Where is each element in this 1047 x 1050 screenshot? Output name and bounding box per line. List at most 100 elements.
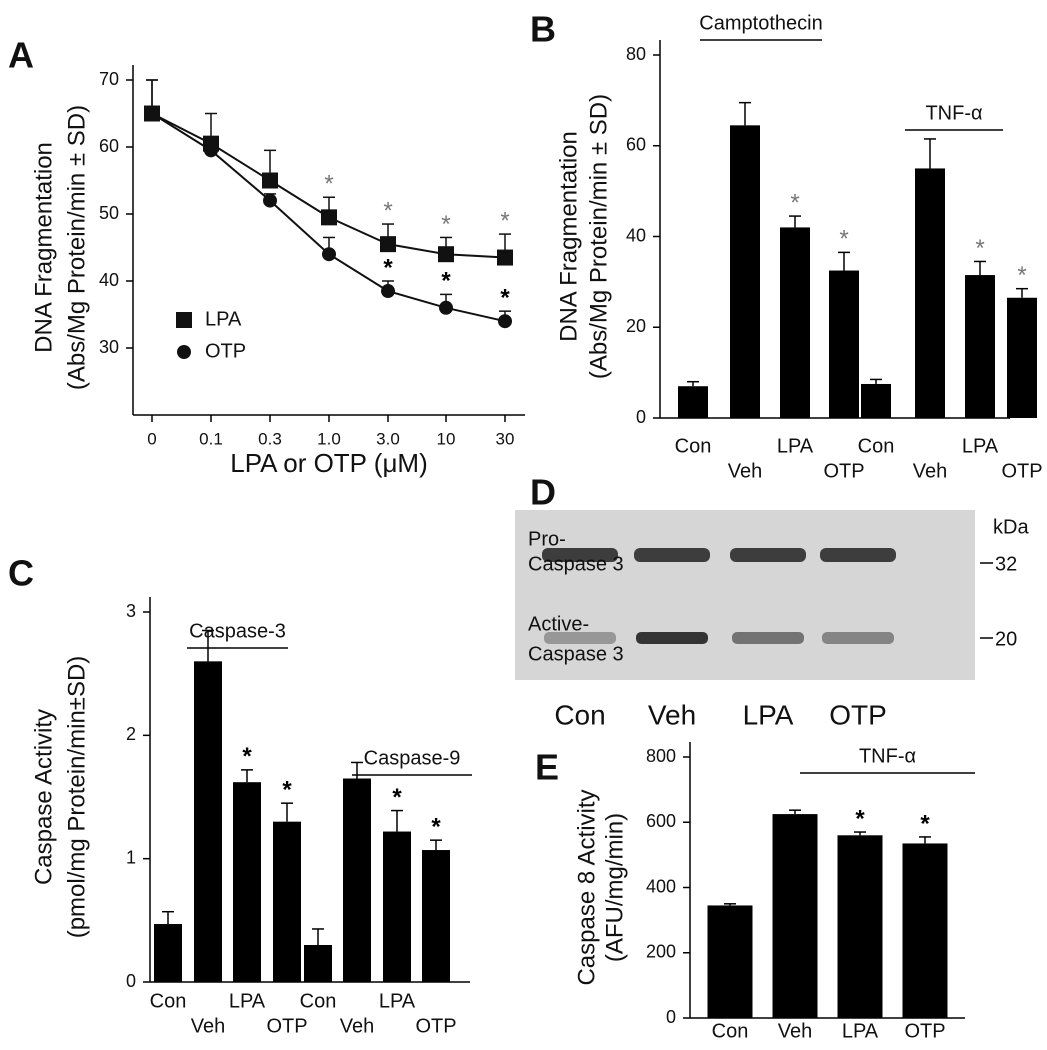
x-tick-label: Veh xyxy=(728,460,762,482)
y-tick-label: 30 xyxy=(99,337,119,357)
y-tick-label: 40 xyxy=(626,225,646,245)
group-label: Caspase-9 xyxy=(364,747,461,769)
data-point xyxy=(497,249,513,266)
band-label: Active- xyxy=(528,613,589,635)
band xyxy=(730,548,806,562)
x-tick-label: 0 xyxy=(147,429,156,448)
significance: * xyxy=(920,810,930,837)
significance: * xyxy=(324,171,333,198)
lane-label: Con xyxy=(554,699,605,730)
y-axis-label: DNA Fragmentation xyxy=(555,131,582,342)
bar xyxy=(233,782,261,982)
x-tick-label: 30 xyxy=(496,429,515,448)
y-tick-label: 60 xyxy=(626,135,646,155)
data-point xyxy=(380,236,396,253)
band xyxy=(820,548,896,562)
significance: * xyxy=(392,784,402,811)
bar xyxy=(707,905,753,1018)
blot-image xyxy=(515,510,975,680)
panel-letter: B xyxy=(530,9,556,50)
x-tick-label: OTP xyxy=(904,1020,945,1042)
y-axis-label: (AFU/mg/min) xyxy=(601,813,628,962)
bar xyxy=(678,386,708,418)
band-label: Caspase 3 xyxy=(528,553,624,575)
bar xyxy=(154,924,182,982)
y-tick-label: 2 xyxy=(126,724,136,744)
y-tick-label: 3 xyxy=(126,601,136,621)
x-tick-label: OTP xyxy=(266,1015,307,1037)
y-axis-label: (Abs/Mg Protein/min ± SD) xyxy=(585,94,612,379)
x-tick-label: Con xyxy=(712,1020,749,1042)
x-tick-label: Veh xyxy=(913,460,947,482)
bar xyxy=(304,945,332,982)
y-tick-label: 80 xyxy=(626,44,646,64)
x-tick-label: LPA xyxy=(379,990,416,1012)
y-tick-label: 50 xyxy=(99,203,119,223)
x-axis-label: LPA or OTP (μM) xyxy=(230,448,428,478)
legend-label: OTP xyxy=(205,340,246,362)
bar xyxy=(422,850,450,982)
data-point xyxy=(204,143,218,158)
bar xyxy=(772,814,818,1018)
bar xyxy=(861,383,891,418)
data-point xyxy=(498,314,512,329)
x-tick-label: 0.1 xyxy=(199,429,223,448)
x-tick-label: Con xyxy=(300,990,337,1012)
x-tick-label: 3.0 xyxy=(376,429,400,448)
band xyxy=(822,632,894,644)
band-label: Pro- xyxy=(528,528,566,550)
panel-letter: C xyxy=(8,553,34,594)
y-tick-label: 70 xyxy=(99,69,119,89)
y-tick-label: 800 xyxy=(646,746,676,766)
significance: * xyxy=(500,284,510,311)
significance: * xyxy=(500,207,509,234)
band xyxy=(732,632,804,644)
significance: * xyxy=(839,226,848,253)
group-label: TNF-α xyxy=(859,745,916,767)
x-tick-label: 0.3 xyxy=(258,429,282,448)
bar xyxy=(383,831,411,982)
data-point xyxy=(262,172,278,189)
band-label: Caspase 3 xyxy=(528,643,624,665)
group-label: Caspase-3 xyxy=(189,620,286,642)
data-point xyxy=(145,106,159,121)
legend-marker xyxy=(177,345,191,359)
x-tick-label: LPA xyxy=(962,435,999,457)
y-tick-label: 20 xyxy=(626,316,646,336)
bar xyxy=(273,821,301,982)
y-tick-label: 600 xyxy=(646,811,676,831)
x-tick-label: Con xyxy=(150,990,187,1012)
significance: * xyxy=(383,197,392,224)
significance: * xyxy=(282,777,292,804)
y-tick-label: 40 xyxy=(99,270,119,290)
group-label: Camptothecin xyxy=(699,12,822,34)
y-axis-label: (pmol/mg Protein/min±SD) xyxy=(63,656,90,939)
bar xyxy=(730,125,760,419)
bar xyxy=(965,275,995,418)
data-point xyxy=(263,193,277,208)
x-tick-label: LPA xyxy=(842,1020,879,1042)
data-point xyxy=(439,300,453,315)
y-tick-label: 1 xyxy=(126,847,136,867)
significance: * xyxy=(855,805,865,832)
significance: * xyxy=(441,211,450,238)
y-tick-label: 200 xyxy=(646,942,676,962)
bar xyxy=(343,778,371,982)
bar xyxy=(915,168,945,418)
y-tick-label: 60 xyxy=(99,136,119,156)
panel-letter: E xyxy=(535,747,559,788)
bar xyxy=(194,661,222,982)
significance: * xyxy=(790,189,799,216)
legend-marker xyxy=(176,312,192,328)
significance: * xyxy=(1017,262,1026,289)
panel-letter: D xyxy=(530,472,556,513)
x-tick-label: OTP xyxy=(415,1015,456,1037)
y-tick-label: 0 xyxy=(666,1007,676,1027)
x-tick-label: Con xyxy=(675,435,712,457)
data-point xyxy=(322,247,336,262)
y-axis-label: Caspase 8 Activity xyxy=(573,789,600,985)
bar xyxy=(1007,297,1037,418)
bar xyxy=(829,270,859,418)
marker-label: 20 xyxy=(995,628,1017,650)
bar xyxy=(902,843,948,1018)
